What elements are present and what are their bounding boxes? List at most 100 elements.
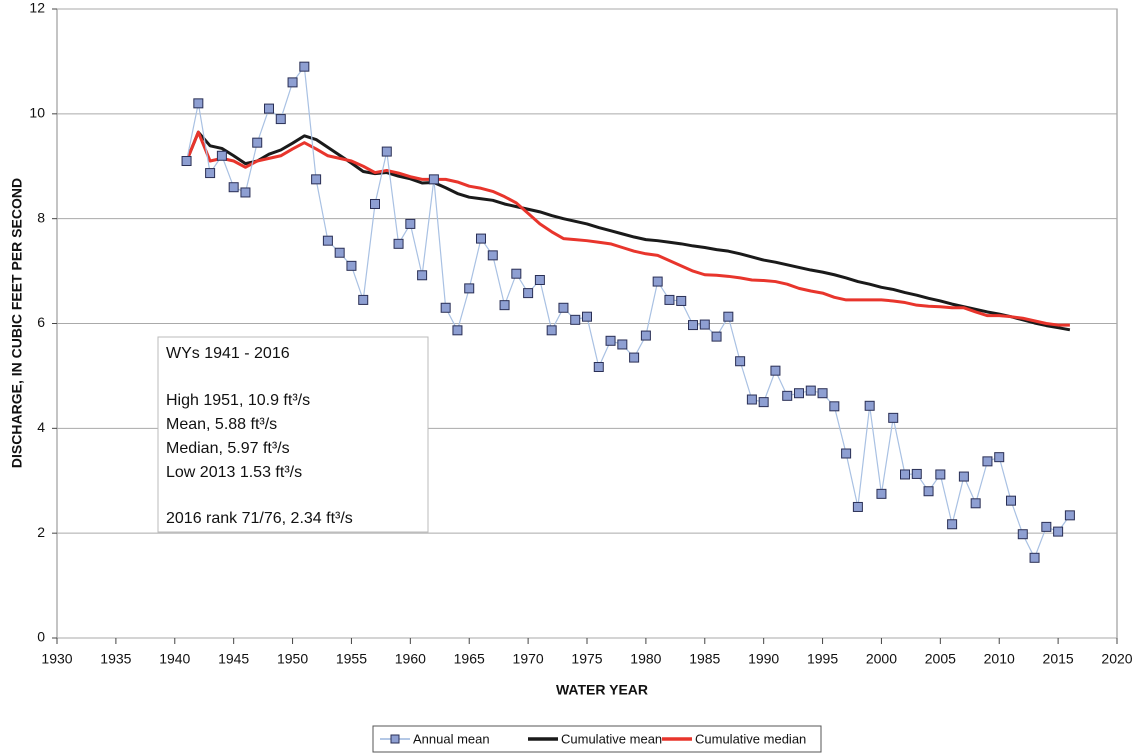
data-point — [570, 314, 581, 325]
series-line — [185, 66, 1071, 559]
data-point — [1064, 510, 1075, 521]
x-tick-label: 1930 — [41, 651, 72, 667]
data-point — [464, 283, 475, 294]
x-tick-label: 1965 — [454, 651, 485, 667]
data-point — [970, 498, 981, 509]
data-point — [193, 98, 204, 109]
annotation-text: WYs 1941 - 2016 — [166, 345, 290, 362]
x-axis-label: WATER YEAR — [556, 682, 648, 698]
data-point — [358, 294, 369, 305]
data-point — [499, 300, 510, 311]
data-point — [252, 137, 263, 148]
legend-marker — [390, 734, 400, 744]
data-point — [947, 519, 958, 530]
x-tick-label: 1950 — [277, 651, 308, 667]
data-point — [758, 397, 769, 408]
data-point — [640, 330, 651, 341]
x-tick-label: 2010 — [984, 651, 1015, 667]
series-line — [185, 130, 1071, 332]
data-point — [487, 250, 498, 261]
data-point — [582, 311, 592, 322]
y-tick-label: 8 — [37, 209, 45, 225]
data-point — [911, 468, 922, 479]
x-tick-label: 1940 — [159, 651, 190, 667]
data-point — [334, 247, 345, 258]
annotation-text: Low 2013 1.53 ft³/s — [166, 464, 302, 481]
data-point — [593, 362, 604, 373]
data-point — [428, 174, 439, 185]
data-point — [264, 103, 274, 114]
data-point — [876, 488, 887, 499]
data-point — [958, 471, 969, 482]
legend-box — [372, 725, 822, 753]
legend-label: Cumulative median — [695, 731, 806, 746]
data-point — [723, 311, 734, 322]
data-point — [181, 156, 192, 167]
data-point — [511, 268, 522, 279]
data-point — [935, 469, 946, 480]
x-tick-label: 1985 — [689, 651, 720, 667]
data-point — [240, 187, 251, 198]
data-point — [888, 412, 899, 423]
x-tick-label: 2000 — [866, 651, 897, 667]
data-point — [440, 302, 451, 313]
data-point — [299, 61, 310, 72]
data-point — [393, 238, 404, 249]
data-point — [699, 319, 710, 330]
y-tick-label: 2 — [37, 524, 45, 540]
data-point — [782, 390, 793, 401]
x-tick-label: 1990 — [748, 651, 779, 667]
data-point — [676, 295, 687, 306]
data-point — [617, 339, 628, 350]
y-tick-label: 4 — [37, 419, 45, 435]
data-point — [381, 146, 392, 157]
x-tick-label: 1995 — [807, 651, 838, 667]
data-point — [841, 448, 852, 459]
x-tick-label: 2005 — [925, 651, 956, 667]
legend-label: Cumulative mean — [561, 731, 662, 746]
data-point — [688, 320, 698, 331]
x-tick-label: 1975 — [571, 651, 602, 667]
data-point — [629, 352, 640, 363]
x-tick-label: 1945 — [218, 651, 249, 667]
annotation-text: 2016 rank 71/76, 2.34 ft³/s — [166, 510, 353, 527]
data-point — [864, 400, 875, 411]
data-point — [664, 294, 675, 305]
data-point — [923, 486, 934, 497]
data-point — [746, 394, 757, 405]
annotation-text: Median, 5.97 ft³/s — [166, 440, 290, 457]
data-point — [417, 270, 428, 281]
y-tick-label: 6 — [37, 314, 45, 330]
data-point — [546, 325, 557, 336]
x-tick-label: 1970 — [513, 651, 544, 667]
y-axis-label: DISCHARGE, IN CUBIC FEET PER SECOND — [9, 178, 25, 468]
x-tick-label: 1935 — [100, 651, 131, 667]
data-point — [817, 388, 828, 399]
x-tick-label: 2020 — [1101, 651, 1132, 667]
data-point — [652, 276, 663, 287]
data-point — [216, 150, 227, 161]
data-point — [205, 168, 216, 179]
data-point — [452, 325, 463, 336]
x-tick-label: 2015 — [1043, 651, 1074, 667]
data-point — [1006, 495, 1016, 506]
data-point — [322, 235, 333, 246]
data-point — [275, 114, 286, 125]
data-point — [900, 469, 910, 480]
x-tick-label: 1960 — [395, 651, 426, 667]
data-point — [770, 365, 781, 376]
series-line — [185, 130, 1070, 327]
data-point — [534, 274, 545, 285]
data-point — [476, 233, 486, 244]
data-point — [805, 385, 816, 396]
data-point — [1029, 552, 1040, 563]
data-point — [829, 401, 840, 412]
data-point — [711, 331, 722, 342]
annotation-text: Mean, 5.88 ft³/s — [166, 416, 277, 433]
data-point — [370, 198, 380, 209]
data-point — [405, 218, 416, 229]
data-point — [982, 456, 993, 467]
y-tick-label: 10 — [29, 105, 45, 121]
data-point — [1017, 529, 1028, 540]
data-point — [311, 174, 322, 185]
